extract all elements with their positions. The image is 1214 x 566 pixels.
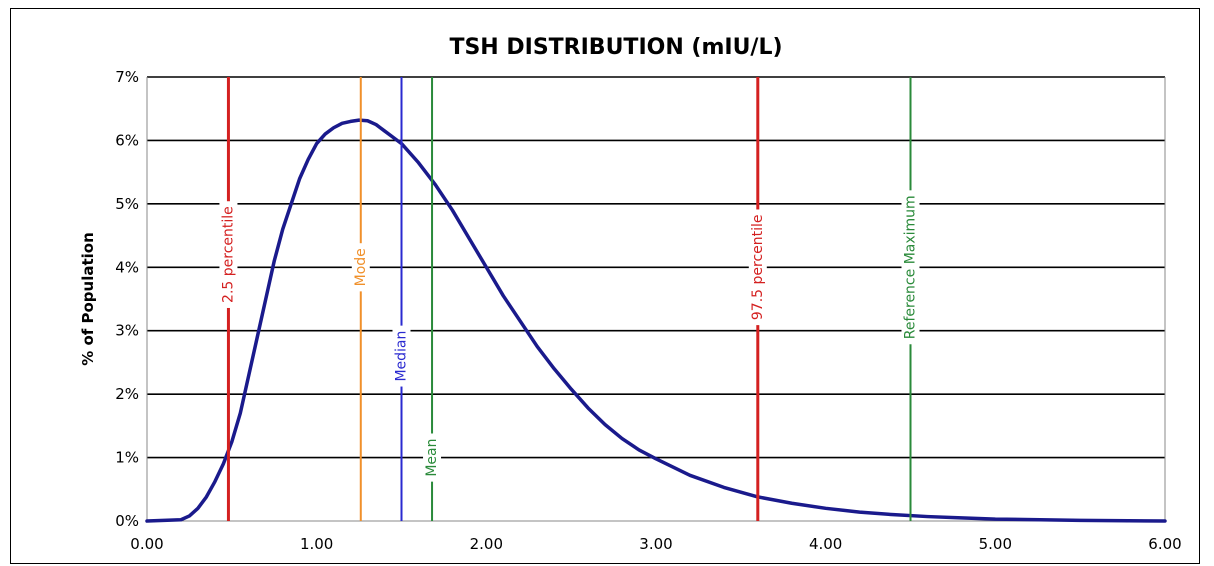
x-tick-label: 2.00 <box>470 535 503 553</box>
curve-point <box>332 126 335 129</box>
reference-line-label-bg-4 <box>748 209 767 326</box>
reference-line-label-bg-1 <box>351 243 370 292</box>
curve-point <box>298 177 301 180</box>
curve-point <box>231 440 233 443</box>
curve-point <box>468 237 471 240</box>
curve-point <box>222 463 225 465</box>
chart-frame: TSH DISTRIBUTION (mIU/L) % of Population… <box>10 8 1200 564</box>
curve-point <box>485 266 488 269</box>
curve-point <box>1079 519 1081 522</box>
curve-point <box>392 136 394 139</box>
curve-point <box>723 486 725 489</box>
curve-point <box>315 142 318 145</box>
reference-line-label-bg-2 <box>392 325 411 387</box>
curve-point <box>638 449 640 451</box>
curve-point <box>960 517 963 519</box>
chart-title: TSH DISTRIBUTION (mIU/L) <box>449 35 782 60</box>
curve-point <box>570 388 572 390</box>
curve-point <box>383 130 386 132</box>
curve-point <box>214 480 216 483</box>
x-tick-label: 0.00 <box>130 535 163 553</box>
curve-point <box>375 123 377 126</box>
curve-point <box>366 119 369 122</box>
curve-point <box>188 515 191 517</box>
x-tick-label: 6.00 <box>1148 535 1181 553</box>
y-tick-label: 5% <box>115 195 139 213</box>
distribution-curve <box>145 118 1167 523</box>
y-axis-label: % of Population <box>79 232 97 366</box>
reference-line-label-bg-3 <box>423 433 442 482</box>
curve-point <box>417 161 420 164</box>
curve-point <box>689 474 691 477</box>
x-tick-label: 1.00 <box>300 535 333 553</box>
curve-point <box>324 133 326 135</box>
curve-point <box>553 367 555 370</box>
reference-line-label-1: Mode <box>353 248 369 286</box>
reference-line-label-4: 97.5 percentile <box>750 214 766 320</box>
curve-point <box>587 407 589 409</box>
curve-point <box>180 518 182 521</box>
y-tick-label: 6% <box>115 131 139 149</box>
y-tick-label: 4% <box>115 258 139 276</box>
x-tick-label: 3.00 <box>639 535 672 553</box>
curve-point <box>341 122 343 125</box>
reference-line-label-5: Reference Maximum <box>903 195 919 339</box>
reference-line-label-bg-0 <box>219 201 238 308</box>
curve-point <box>281 228 284 231</box>
y-tick-label: 2% <box>115 385 139 403</box>
curve-point <box>273 260 276 262</box>
distribution-curve-layer <box>145 118 1167 523</box>
reference-line-label-3: Mean <box>424 438 440 476</box>
curve-point <box>824 507 827 510</box>
reference-line-label-2: Median <box>394 331 410 382</box>
curve-point <box>994 518 997 520</box>
curve-point <box>892 513 895 516</box>
curve-point <box>790 502 793 505</box>
curve-point <box>655 458 657 460</box>
curve-point <box>349 120 352 123</box>
curve-point <box>604 423 606 426</box>
curve-point <box>264 298 267 300</box>
reference-line-label-bg-5 <box>901 190 920 345</box>
curve-point <box>502 295 505 297</box>
x-tick-label: 5.00 <box>979 535 1012 553</box>
curve-point <box>307 158 309 161</box>
curve-point <box>621 437 623 440</box>
curve-point <box>248 374 250 376</box>
curve-point <box>358 119 360 121</box>
curve-point <box>197 507 199 510</box>
reference-line-label-0: 2.5 percentile <box>220 206 236 303</box>
curve-point <box>536 345 539 348</box>
gridlines <box>147 76 1165 459</box>
tsh-distribution-chart: TSH DISTRIBUTION (mIU/L) % of Population… <box>79 35 1182 553</box>
curve-point <box>290 203 293 205</box>
curve-point <box>926 515 929 518</box>
curve-point <box>519 320 522 323</box>
curve-point <box>256 336 259 338</box>
curve-point <box>1164 520 1166 522</box>
y-tick-label: 1% <box>115 449 139 467</box>
x-tick-label: 4.00 <box>809 535 842 553</box>
curve-point <box>239 412 242 414</box>
axis-tick-labels: 0% 1% 2% 3% 4% 5% 6% 7% 0.00 1.00 2.00 3.00 4.00 5.00… <box>115 68 1182 553</box>
reference-lines: 2.5 percentile Mode Median Mean 97.5 percent… <box>219 77 920 521</box>
y-tick-label: 7% <box>115 68 139 86</box>
y-tick-label: 3% <box>115 322 139 340</box>
curve-point <box>146 520 148 522</box>
y-tick-label: 0% <box>115 512 139 530</box>
plot-area <box>146 77 1166 522</box>
curve-point <box>451 209 454 211</box>
curve-point <box>858 511 861 513</box>
curve-point <box>434 184 437 186</box>
curve-point <box>205 496 208 498</box>
